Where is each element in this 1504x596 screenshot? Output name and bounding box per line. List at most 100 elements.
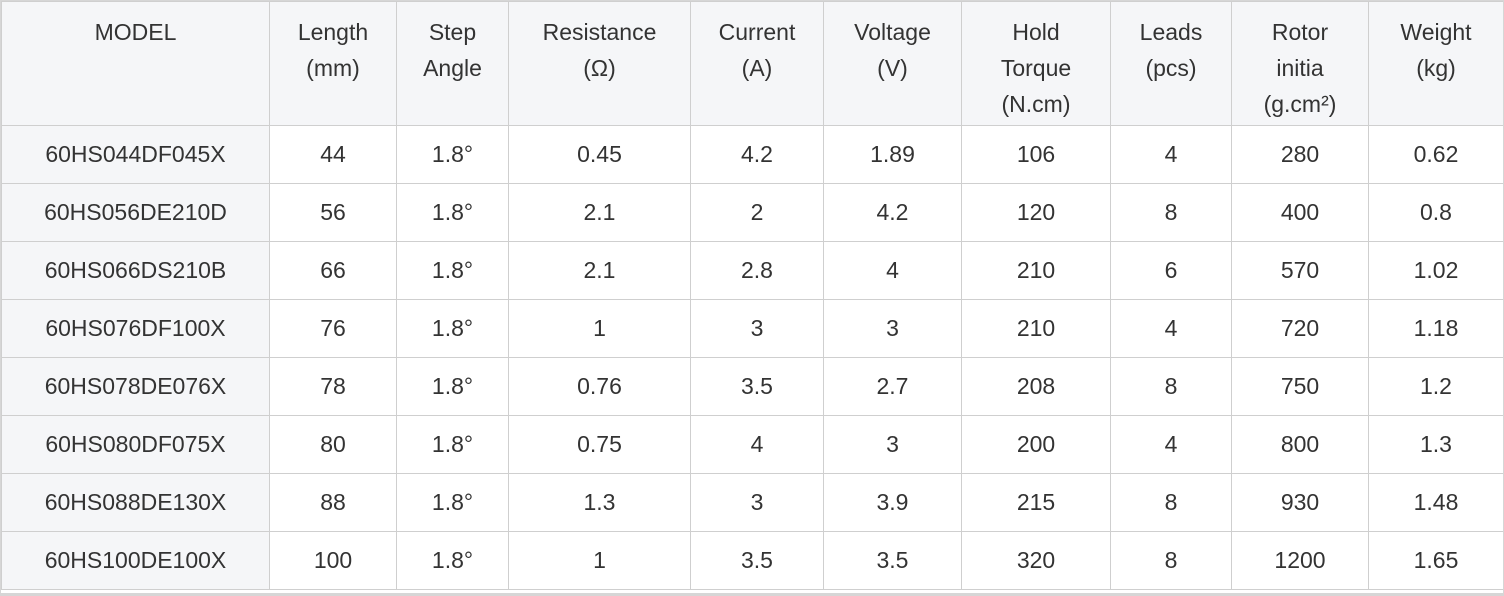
data-cell: 280: [1231, 125, 1369, 184]
data-cell: 720: [1231, 299, 1369, 358]
data-cell: 1200: [1231, 531, 1369, 590]
data-cell: 1: [508, 531, 691, 590]
data-cell: 400: [1231, 183, 1369, 242]
data-cell: 1.8°: [396, 299, 509, 358]
header-cell: Resistance (Ω): [508, 1, 691, 126]
data-cell: 0.75: [508, 415, 691, 474]
header-cell: Hold Torque (N.cm): [961, 1, 1111, 126]
data-cell: 1.8°: [396, 357, 509, 416]
data-cell: 2: [690, 183, 824, 242]
data-cell: 100: [269, 531, 397, 590]
data-cell: 750: [1231, 357, 1369, 416]
header-cell: Weight (kg): [1368, 1, 1503, 126]
data-cell: 4: [823, 241, 962, 300]
model-cell: 60HS088DE130X: [1, 473, 270, 532]
data-cell: 80: [269, 415, 397, 474]
data-cell: 4.2: [690, 125, 824, 184]
data-cell: 78: [269, 357, 397, 416]
table-row: 60HS076DF100X 76 1.8° 1 3 3 210 4 720 1.18: [1, 299, 1503, 358]
model-cell: 60HS100DE100X: [1, 531, 270, 590]
data-cell: 3.9: [823, 473, 962, 532]
data-cell: 0.8: [1368, 183, 1503, 242]
data-cell: 1.89: [823, 125, 962, 184]
data-cell: 1.8°: [396, 241, 509, 300]
table-row: 60HS088DE130X 88 1.8° 1.3 3 3.9 215 8 930 1.48: [1, 473, 1503, 532]
table-body: 60HS044DF045X 44 1.8° 0.45 4.2 1.89 106 4 280 0.6…: [1, 125, 1503, 590]
data-cell: 3: [690, 299, 824, 358]
data-cell: 1.8°: [396, 183, 509, 242]
model-cell: 60HS056DE210D: [1, 183, 270, 242]
data-cell: 8: [1110, 357, 1232, 416]
data-cell: 4: [690, 415, 824, 474]
header-cell: Step Angle: [396, 1, 509, 126]
data-cell: 1.3: [508, 473, 691, 532]
data-cell: 8: [1110, 473, 1232, 532]
data-cell: 0.76: [508, 357, 691, 416]
model-cell: 60HS076DF100X: [1, 299, 270, 358]
data-cell: 1.18: [1368, 299, 1503, 358]
header-cell: Current (A): [690, 1, 824, 126]
data-cell: 1.3: [1368, 415, 1503, 474]
data-cell: 1.48: [1368, 473, 1503, 532]
table-row: 60HS056DE210D 56 1.8° 2.1 2 4.2 120 8 400 0.8: [1, 183, 1503, 242]
table-row: 60HS044DF045X 44 1.8° 0.45 4.2 1.89 106 4 280 0.6…: [1, 125, 1503, 184]
data-cell: 215: [961, 473, 1111, 532]
data-cell: 1.8°: [396, 473, 509, 532]
data-cell: 76: [269, 299, 397, 358]
data-cell: 1.8°: [396, 531, 509, 590]
data-cell: 3.5: [690, 357, 824, 416]
data-cell: 2.7: [823, 357, 962, 416]
table-row: 60HS100DE100X 100 1.8° 1 3.5 3.5 320 8 1200 1.65: [1, 531, 1503, 590]
data-cell: 3: [823, 415, 962, 474]
data-cell: 3: [690, 473, 824, 532]
data-cell: 3.5: [823, 531, 962, 590]
data-cell: 8: [1110, 531, 1232, 590]
data-cell: 1.8°: [396, 415, 509, 474]
data-cell: 3: [823, 299, 962, 358]
data-cell: 1.65: [1368, 531, 1503, 590]
data-cell: 4: [1110, 415, 1232, 474]
data-cell: 210: [961, 241, 1111, 300]
data-cell: 2.1: [508, 183, 691, 242]
data-cell: 930: [1231, 473, 1369, 532]
data-cell: 0.45: [508, 125, 691, 184]
table-row: 60HS066DS210B 66 1.8° 2.1 2.8 4 210 6 570 1.02: [1, 241, 1503, 300]
data-cell: 56: [269, 183, 397, 242]
table-row: 60HS078DE076X 78 1.8° 0.76 3.5 2.7 208 8 750 1.2: [1, 357, 1503, 416]
model-cell: 60HS066DS210B: [1, 241, 270, 300]
model-cell: 60HS044DF045X: [1, 125, 270, 184]
header-cell: Length (mm): [269, 1, 397, 126]
data-cell: 44: [269, 125, 397, 184]
data-cell: 4.2: [823, 183, 962, 242]
header-row: MODEL Length (mm) Step Angle Resistance (Ω)…: [1, 1, 1503, 126]
table-row: 60HS080DF075X 80 1.8° 0.75 4 3 200 4 800 1.3: [1, 415, 1503, 474]
data-cell: 800: [1231, 415, 1369, 474]
data-cell: 570: [1231, 241, 1369, 300]
data-cell: 4: [1110, 125, 1232, 184]
data-cell: 208: [961, 357, 1111, 416]
model-cell: 60HS078DE076X: [1, 357, 270, 416]
data-cell: 88: [269, 473, 397, 532]
data-cell: 4: [1110, 299, 1232, 358]
data-cell: 2.1: [508, 241, 691, 300]
header-cell: Voltage (V): [823, 1, 962, 126]
data-cell: 200: [961, 415, 1111, 474]
header-cell: MODEL: [1, 1, 270, 126]
header-cell: Leads (pcs): [1110, 1, 1232, 126]
data-cell: 1: [508, 299, 691, 358]
data-cell: 1.8°: [396, 125, 509, 184]
data-cell: 2.8: [690, 241, 824, 300]
data-cell: 1.02: [1368, 241, 1503, 300]
data-cell: 106: [961, 125, 1111, 184]
data-cell: 1.2: [1368, 357, 1503, 416]
data-cell: 8: [1110, 183, 1232, 242]
data-cell: 210: [961, 299, 1111, 358]
data-cell: 3.5: [690, 531, 824, 590]
data-cell: 66: [269, 241, 397, 300]
header-cell: Rotor initia (g.cm²): [1231, 1, 1369, 126]
data-cell: 320: [961, 531, 1111, 590]
data-cell: 6: [1110, 241, 1232, 300]
model-cell: 60HS080DF075X: [1, 415, 270, 474]
